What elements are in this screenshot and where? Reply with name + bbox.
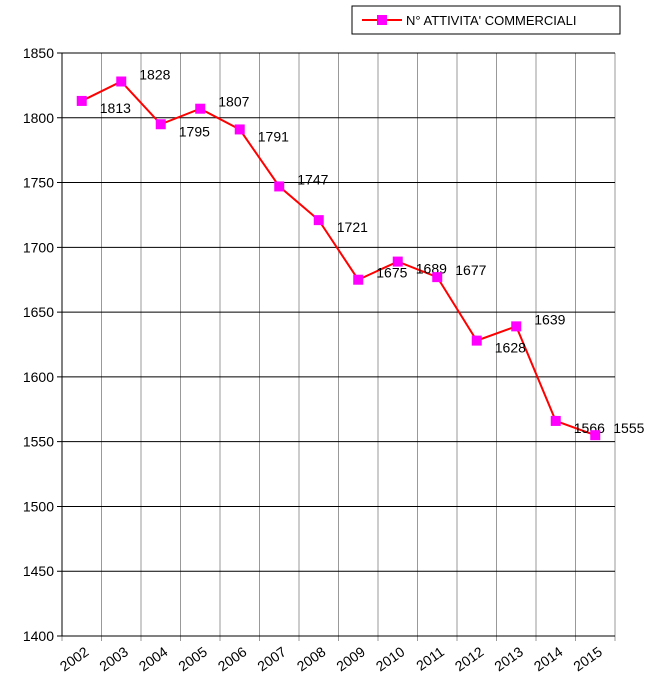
marker: [313, 215, 324, 226]
x-tick-label: 2006: [215, 643, 250, 674]
marker: [155, 119, 166, 130]
x-tick-label: 2015: [570, 643, 605, 674]
y-tick-label: 1800: [23, 110, 54, 126]
data-label: 1566: [574, 420, 605, 436]
x-tick-label: 2014: [531, 643, 566, 674]
legend-marker: [377, 15, 387, 25]
marker: [195, 103, 206, 114]
y-tick-label: 1650: [23, 304, 54, 320]
y-tick-label: 1400: [23, 628, 54, 644]
data-label: 1791: [258, 128, 289, 144]
marker: [353, 274, 364, 285]
data-label: 1689: [416, 261, 447, 277]
data-label: 1813: [100, 100, 131, 116]
x-tick-label: 2004: [136, 643, 171, 674]
marker: [392, 256, 403, 267]
data-label: 1747: [297, 171, 328, 187]
marker: [234, 124, 245, 135]
data-label: 1555: [613, 420, 644, 436]
marker: [116, 76, 127, 87]
y-tick-label: 1600: [23, 369, 54, 385]
marker: [550, 415, 561, 426]
data-label: 1807: [218, 94, 249, 110]
y-tick-label: 1850: [23, 45, 54, 61]
x-tick-label: 2010: [373, 643, 408, 674]
y-tick-label: 1700: [23, 239, 54, 255]
y-tick-label: 1550: [23, 434, 54, 450]
data-label: 1828: [139, 67, 170, 83]
data-label: 1721: [337, 219, 368, 235]
data-label: 1795: [179, 123, 210, 139]
line: [81, 80, 596, 437]
marker: [432, 272, 443, 283]
data-label: 1628: [495, 340, 526, 356]
y-tick-label: 1500: [23, 498, 54, 514]
x-tick-label: 2011: [413, 643, 447, 673]
marker: [76, 95, 87, 106]
x-tick-label: 2005: [175, 643, 210, 674]
data-label: 1639: [534, 311, 565, 327]
x-tick-label: 2002: [57, 643, 92, 674]
x-tick-label: 2012: [452, 643, 487, 674]
x-tick-label: 2007: [254, 643, 289, 674]
legend-label: N° ATTIVITA' COMMERCIALI: [406, 13, 576, 28]
x-tick-label: 2009: [333, 643, 368, 674]
y-tick-label: 1450: [23, 563, 54, 579]
marker: [471, 335, 482, 346]
x-tick-label: 2008: [294, 643, 329, 674]
y-tick-label: 1750: [23, 175, 54, 191]
marker: [274, 181, 285, 192]
data-label: 1677: [455, 262, 486, 278]
x-tick-label: 2013: [491, 643, 526, 674]
marker: [511, 321, 522, 332]
marker: [590, 430, 601, 441]
x-tick-label: 2003: [96, 643, 131, 674]
data-label: 1675: [376, 265, 407, 281]
